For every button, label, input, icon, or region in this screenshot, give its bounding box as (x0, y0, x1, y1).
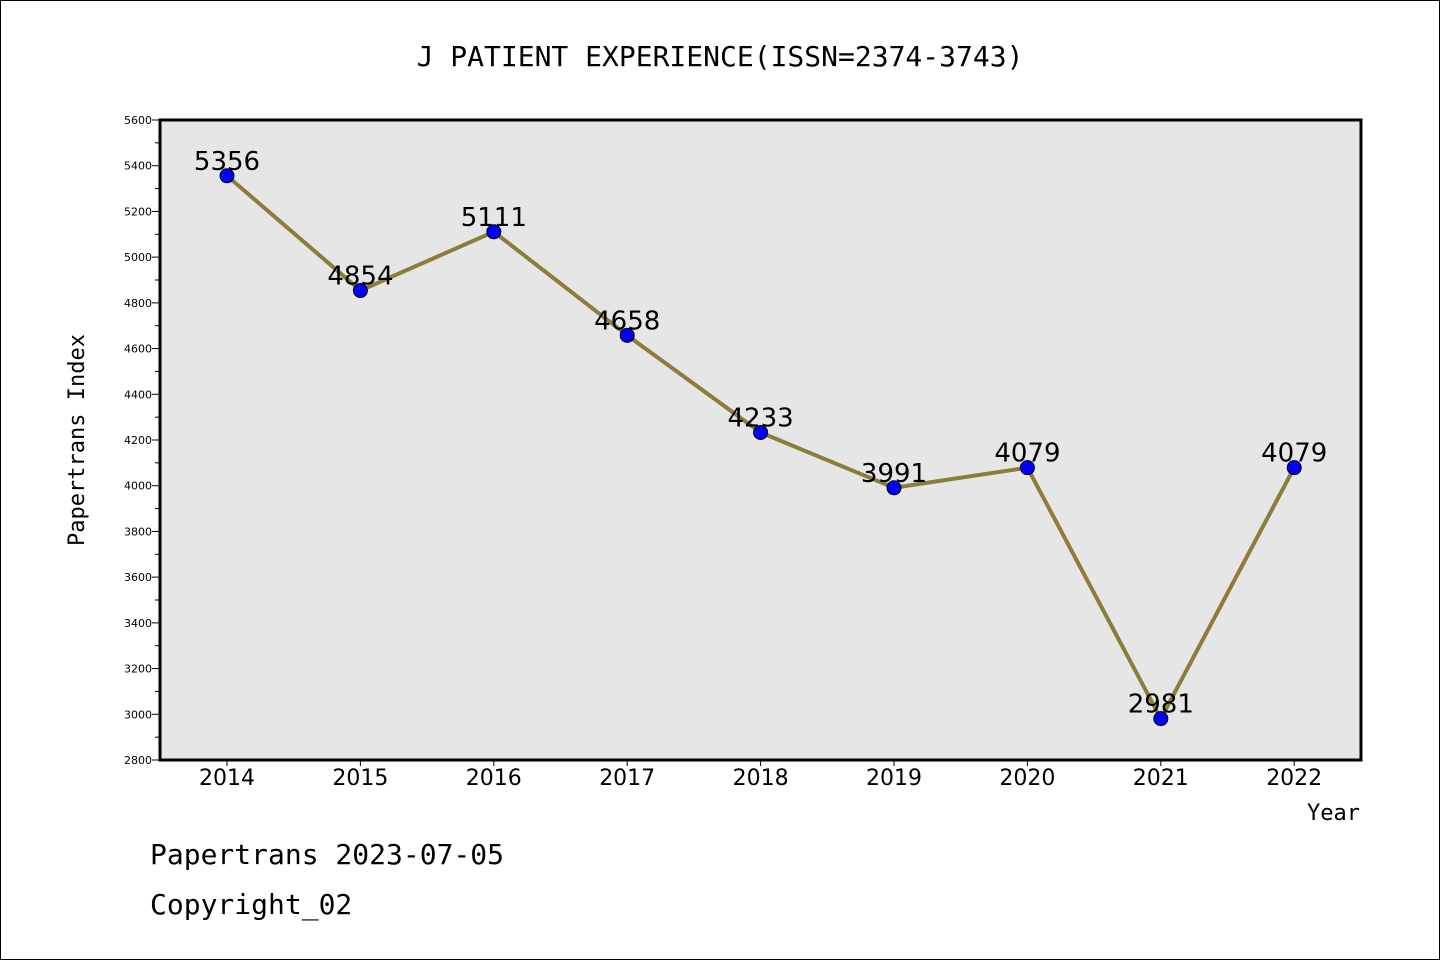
data-label: 5356 (194, 147, 260, 177)
data-label: 4079 (994, 439, 1060, 469)
data-point (753, 424, 769, 440)
data-label: 2981 (1128, 690, 1194, 720)
footer-copyright: Copyright_02 (150, 888, 352, 922)
y-tick-label: 4000 (124, 480, 152, 493)
x-tick-label: 2017 (599, 766, 655, 791)
data-point (1153, 711, 1169, 727)
data-point (619, 327, 635, 343)
y-tick-label: 3800 (124, 525, 152, 538)
y-axis-label: Papertrans Index (65, 334, 90, 546)
plot-area (158, 118, 1363, 762)
data-label: 5111 (461, 203, 527, 233)
data-point (486, 224, 502, 240)
x-tick-label: 2014 (199, 766, 255, 791)
x-tick-label: 2021 (1133, 766, 1189, 791)
y-tick-label: 3400 (124, 617, 152, 630)
y-tick-label: 3000 (124, 708, 152, 721)
x-tick-label: 2022 (1266, 766, 1322, 791)
data-label: 3991 (861, 459, 927, 489)
x-tick-label: 2020 (999, 766, 1055, 791)
chart-title: J PATIENT EXPERIENCE(ISSN=2374-3743) (417, 40, 1024, 73)
y-tick-label: 4400 (124, 388, 152, 401)
y-tick-label: 4800 (124, 297, 152, 310)
y-tick-label: 4600 (124, 343, 152, 356)
data-label: 4854 (327, 262, 393, 292)
x-axis-label: Year (1307, 801, 1360, 826)
x-tick-label: 2016 (466, 766, 522, 791)
y-axis-ticks: 2800 3000 3200 3400 3600 3800 4000 4200 4400 4600… (124, 114, 160, 767)
data-point (352, 283, 368, 299)
y-tick-label: 3600 (124, 571, 152, 584)
data-labels-group: 5356 4854 5111 4658 4233 3991 4079 2981 4079 (194, 147, 1327, 720)
y-tick-label: 3200 (124, 663, 152, 676)
series-points-group (219, 168, 1302, 727)
y-tick-label: 5000 (124, 251, 152, 264)
x-tick-label: 2015 (332, 766, 388, 791)
y-tick-label: 5400 (124, 160, 152, 173)
data-point (886, 480, 902, 496)
data-point (1019, 460, 1035, 476)
data-point (219, 168, 235, 184)
x-tick-label: 2018 (733, 766, 789, 791)
data-label: 4079 (1261, 439, 1327, 469)
y-tick-label: 5600 (124, 114, 152, 127)
x-axis-ticks: 2014 2015 2016 2017 2018 2019 2020 2021 2022 (199, 760, 1322, 791)
data-label: 4658 (594, 306, 660, 336)
y-tick-label: 5200 (124, 205, 152, 218)
data-label: 4233 (728, 403, 794, 433)
footer-date: Papertrans 2023-07-05 (150, 838, 504, 871)
data-point (1286, 460, 1302, 476)
y-tick-label: 2800 (124, 754, 152, 767)
y-tick-label: 4200 (124, 434, 152, 447)
x-tick-label: 2019 (866, 766, 922, 791)
